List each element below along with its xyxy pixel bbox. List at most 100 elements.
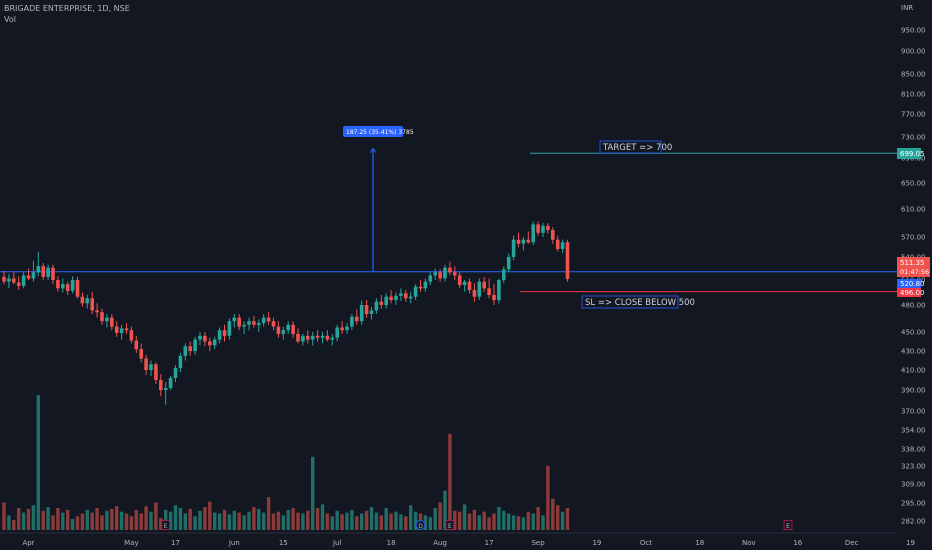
candle-body[interactable] [340, 327, 344, 331]
candle-body[interactable] [502, 269, 506, 280]
candle-body[interactable] [472, 290, 477, 297]
candle-body[interactable] [306, 335, 310, 340]
candle-body[interactable] [408, 296, 413, 299]
candle-body[interactable] [364, 305, 369, 314]
candle-body[interactable] [232, 317, 237, 322]
candle-body[interactable] [438, 272, 442, 279]
candle-body[interactable] [404, 293, 408, 299]
sl-label-box[interactable] [581, 295, 679, 309]
candle-body[interactable] [188, 346, 192, 352]
candle-body[interactable] [448, 267, 452, 273]
target-label-box[interactable] [599, 140, 662, 154]
candle-body[interactable] [85, 298, 90, 304]
candle-body[interactable] [193, 339, 197, 351]
candle-body[interactable] [325, 335, 330, 340]
candle-body[interactable] [521, 239, 526, 244]
candle-body[interactable] [65, 284, 70, 291]
candle-body[interactable] [222, 330, 227, 336]
candle-body[interactable] [369, 310, 374, 314]
candle-body[interactable] [242, 324, 246, 327]
candle-body[interactable] [110, 317, 114, 327]
candle-body[interactable] [516, 239, 521, 244]
candle-body[interactable] [330, 337, 335, 340]
candle-body[interactable] [7, 278, 11, 282]
time-axis[interactable]: Apr May 17 Jun 15 Jul 18 Aug 17 Sep 19 Oct 18 Nov 16 De… [0, 532, 915, 547]
candle-body[interactable] [61, 284, 65, 289]
candle-body[interactable] [399, 293, 403, 296]
candle-body[interactable] [56, 280, 60, 289]
candle-body[interactable] [119, 328, 124, 333]
candle-body[interactable] [129, 330, 134, 341]
candle-body[interactable] [286, 324, 290, 331]
candle-body[interactable] [320, 335, 325, 338]
candle-body[interactable] [511, 239, 516, 257]
candle-body[interactable] [492, 295, 496, 300]
candle-body[interactable] [301, 335, 305, 342]
candle-body[interactable] [217, 330, 222, 340]
candle-body[interactable] [75, 280, 80, 297]
candle-body[interactable] [296, 333, 300, 342]
candle-body[interactable] [413, 286, 418, 297]
candle-body[interactable] [389, 296, 393, 300]
candle-body[interactable] [457, 275, 462, 285]
measure-label-box[interactable] [343, 126, 403, 137]
candle-body[interactable] [51, 267, 55, 280]
candle-body[interactable] [536, 224, 540, 233]
candle-body[interactable] [154, 364, 158, 380]
candle-body[interactable] [443, 267, 447, 279]
candle-body[interactable] [384, 296, 388, 305]
candle-body[interactable] [310, 335, 315, 340]
symbol-title[interactable]: BRIGADE ENTERPRISE, 1D, NSE [4, 4, 130, 13]
candle-body[interactable] [497, 280, 501, 300]
candle-body[interactable] [105, 317, 109, 322]
candle-body[interactable] [16, 282, 21, 286]
dividend-marker[interactable] [415, 520, 426, 530]
candle-body[interactable] [335, 327, 339, 338]
candle-body[interactable] [247, 321, 251, 325]
candle-body[interactable] [315, 335, 320, 338]
candle-body[interactable] [12, 278, 16, 283]
candle-body[interactable] [276, 326, 281, 334]
candle-body[interactable] [36, 266, 41, 273]
candle-body[interactable] [487, 288, 491, 295]
candle-body[interactable] [80, 296, 85, 304]
candle-body[interactable] [237, 317, 241, 327]
candle-body[interactable] [178, 355, 183, 369]
candle-body[interactable] [95, 310, 99, 313]
candle-body[interactable] [41, 266, 45, 277]
candle-body[interactable] [477, 281, 482, 297]
candle-body[interactable] [428, 275, 433, 282]
candle-body[interactable] [467, 281, 472, 290]
candle-body[interactable] [546, 225, 550, 230]
candle-body[interactable] [266, 317, 271, 322]
candle-body[interactable] [149, 364, 153, 370]
candle-body[interactable] [203, 335, 207, 342]
candle-body[interactable] [355, 316, 359, 322]
candle-body[interactable] [257, 323, 261, 325]
candle-body[interactable] [281, 330, 286, 334]
candle-body[interactable] [506, 257, 511, 270]
candle-body[interactable] [418, 286, 423, 289]
candle-body[interactable] [423, 281, 428, 289]
candle-body[interactable] [379, 301, 384, 305]
candle-body[interactable] [134, 340, 139, 350]
candle-body[interactable] [208, 341, 212, 346]
candle-body[interactable] [526, 239, 531, 243]
candle-body[interactable] [271, 321, 276, 327]
candle-body[interactable] [139, 349, 143, 359]
earnings-marker[interactable] [445, 520, 455, 530]
candle-body[interactable] [46, 267, 50, 277]
candle-body[interactable] [31, 272, 36, 279]
candle-body[interactable] [453, 272, 457, 276]
candle-body[interactable] [252, 321, 256, 325]
candle-body[interactable] [462, 281, 467, 285]
candle-body[interactable] [374, 301, 379, 311]
candle-body[interactable] [555, 239, 560, 249]
candle-body[interactable] [261, 317, 266, 323]
candle-body[interactable] [26, 275, 31, 279]
candle-body[interactable] [168, 378, 173, 388]
candle-body[interactable] [394, 295, 398, 300]
